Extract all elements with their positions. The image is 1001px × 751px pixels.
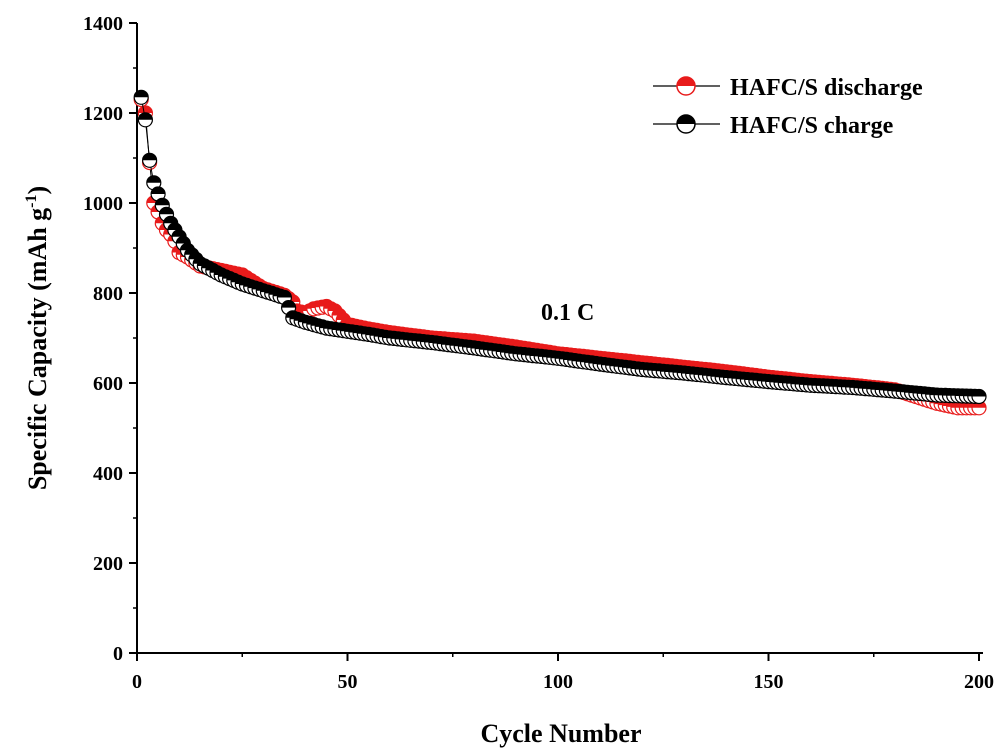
legend-marker-charge — [676, 114, 696, 134]
x-tick-label: 50 — [338, 671, 358, 693]
y-tick-label: 1200 — [83, 103, 123, 125]
x-tick-label: 200 — [964, 671, 994, 693]
rate-annotation: 0.1 C — [541, 300, 594, 326]
data-point-charge — [971, 388, 987, 405]
x-axis-title: Cycle Number — [480, 719, 641, 748]
data-point-charge — [146, 175, 162, 191]
legend-label-charge: HAFC/S charge — [730, 113, 894, 139]
y-tick-label: 600 — [93, 373, 123, 395]
x-tick-label: 150 — [754, 671, 784, 693]
y-tick-label: 0 — [113, 643, 123, 665]
legend-marker-discharge — [676, 76, 696, 96]
x-ticks: 0 50 100 150 200 — [132, 653, 994, 693]
series-discharge — [133, 91, 987, 416]
y-tick-label: 1000 — [83, 193, 123, 215]
y-axis-title-main: Specific Capacity (mAh g — [23, 208, 52, 490]
data-point-charge — [150, 186, 166, 202]
y-axis-title-sup: -1 — [23, 194, 40, 207]
data-point-charge — [142, 152, 158, 168]
legend-item-charge: HAFC/S charge — [653, 113, 894, 139]
legend-item-discharge: HAFC/S discharge — [653, 75, 923, 101]
data-point-charge — [137, 112, 153, 128]
x-tick-label: 100 — [543, 671, 573, 693]
y-ticks: 0 200 400 600 800 1000 1200 1400 — [83, 13, 137, 665]
series-charge — [133, 89, 987, 405]
y-tick-label: 800 — [93, 283, 123, 305]
series-layer — [133, 89, 987, 416]
y-axis-title-end: ) — [23, 186, 52, 195]
y-tick-label: 1400 — [83, 13, 123, 35]
data-point-charge — [133, 89, 149, 105]
x-tick-label: 0 — [132, 671, 142, 693]
legend-label-discharge: HAFC/S discharge — [730, 75, 923, 101]
y-axis-title: Specific Capacity (mAh g-1) — [23, 186, 52, 490]
legend: HAFC/S discharge HAFC/S charge — [653, 75, 923, 139]
y-tick-label: 400 — [93, 463, 123, 485]
y-tick-label: 200 — [93, 553, 123, 575]
